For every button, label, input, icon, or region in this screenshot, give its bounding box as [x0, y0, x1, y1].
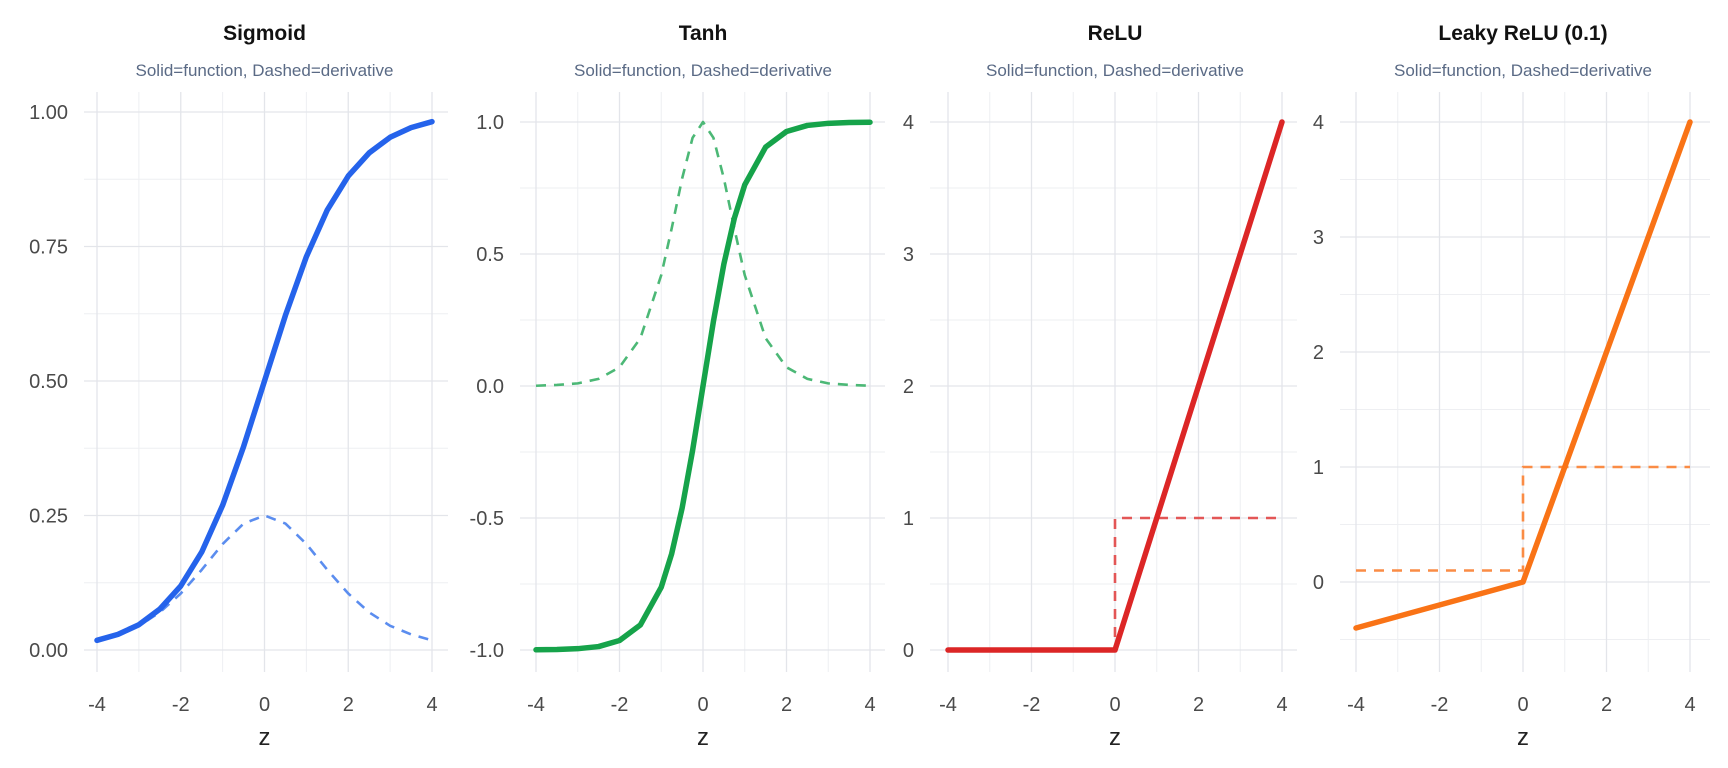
y-tick-label: 1 [903, 508, 914, 530]
x-tick-label: 0 [1517, 694, 1528, 716]
x-tick-label: 4 [1276, 694, 1287, 716]
x-tick-label: 2 [1601, 694, 1612, 716]
y-tick-label: 0.75 [29, 237, 68, 259]
x-tick-label: -2 [611, 694, 629, 716]
y-tick-label: 3 [1313, 227, 1324, 249]
panel-subtitle: Solid=function, Dashed=derivative [986, 61, 1244, 80]
x-tick-label: 4 [426, 694, 437, 716]
function-line [533, 119, 873, 653]
x-tick-label: 2 [1193, 694, 1204, 716]
x-tick-label: 4 [1684, 694, 1695, 716]
derivative-line [1356, 465, 1690, 572]
y-tick-label: 1.00 [29, 102, 68, 124]
y-tick-label: 0.0 [476, 376, 504, 398]
panel-4: Leaky ReLU (0.1) Solid=function, Dashed=d… [1313, 22, 1710, 751]
x-tick-label: -4 [939, 694, 957, 716]
panel-title: Sigmoid [223, 22, 306, 45]
y-tick-label: 4 [1313, 112, 1324, 134]
x-tick-label: 2 [343, 694, 354, 716]
x-tick-label: -2 [1431, 694, 1449, 716]
x-axis-label: z [259, 724, 271, 751]
x-tick-label: -4 [1347, 694, 1365, 716]
y-tick-label: 0 [1313, 572, 1324, 594]
function-line [94, 118, 435, 644]
panel-title: Leaky ReLU (0.1) [1438, 22, 1607, 45]
x-tick-label: -2 [172, 694, 190, 716]
gridlines [1340, 92, 1710, 672]
y-tick-label: 0 [903, 640, 914, 662]
function-line [1353, 119, 1693, 631]
gridlines [930, 92, 1297, 672]
x-tick-label: 0 [697, 694, 708, 716]
y-tick-label: 3 [903, 244, 914, 266]
y-tick-label: 1 [1313, 457, 1324, 479]
y-tick-label: -0.5 [470, 508, 504, 530]
y-tick-label: 0.25 [29, 506, 68, 528]
y-tick-label: 0.00 [29, 640, 68, 662]
panel-1: Sigmoid Solid=function, Dashed=derivative… [29, 22, 448, 751]
y-tick-label: -1.0 [470, 640, 504, 662]
function-line [945, 119, 1285, 653]
y-tick-label: 0.50 [29, 371, 68, 393]
y-tick-label: 4 [903, 112, 914, 134]
y-tick-label: 2 [903, 376, 914, 398]
x-tick-label: 0 [259, 694, 270, 716]
x-tick-label: 0 [1109, 694, 1120, 716]
x-axis-label: z [697, 724, 709, 751]
derivative-line [948, 516, 1282, 652]
panel-2: Tanh Solid=function, Dashed=derivative -1.… [470, 22, 885, 751]
y-tick-label: 2 [1313, 342, 1324, 364]
panel-title: ReLU [1088, 22, 1143, 45]
panel-subtitle: Solid=function, Dashed=derivative [1394, 61, 1652, 80]
panel-subtitle: Solid=function, Dashed=derivative [136, 61, 394, 80]
x-tick-label: -2 [1023, 694, 1041, 716]
y-tick-label: 0.5 [476, 244, 504, 266]
x-tick-label: -4 [527, 694, 545, 716]
y-tick-label: 1.0 [476, 112, 504, 134]
x-axis-label: z [1517, 724, 1529, 751]
x-tick-label: 2 [781, 694, 792, 716]
derivative-line [535, 120, 871, 388]
panel-3: ReLU Solid=function, Dashed=derivative 0 1 2… [903, 22, 1297, 751]
x-axis-label: z [1109, 724, 1121, 751]
panel-title: Tanh [679, 22, 728, 45]
panel-subtitle: Solid=function, Dashed=derivative [574, 61, 832, 80]
x-tick-label: -4 [88, 694, 106, 716]
gridlines [84, 92, 448, 672]
x-tick-label: 4 [864, 694, 875, 716]
